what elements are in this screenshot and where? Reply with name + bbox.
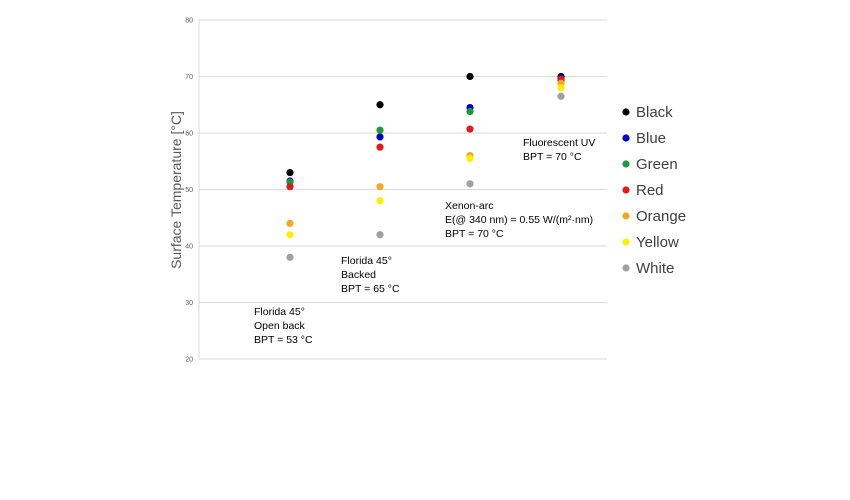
point-white-4 xyxy=(557,92,565,100)
legend-label-white: White xyxy=(636,260,674,277)
point-black-3 xyxy=(466,72,474,81)
point-yellow-3 xyxy=(466,154,474,163)
legend-marker-white xyxy=(622,264,630,272)
category-annotations: Florida 45° Open back BPT = 53 °C Florida 4… xyxy=(254,137,595,346)
y-tick-label-30: 30 xyxy=(185,300,193,307)
point-blue-2 xyxy=(376,133,384,141)
legend-label-red: Red xyxy=(636,182,664,199)
legend: Black Blue Green Red Orange Yellow White xyxy=(622,104,686,277)
point-orange-2 xyxy=(376,183,384,191)
y-tick-label-80: 80 xyxy=(185,18,193,25)
annotation-1-line-1: Florida 45° xyxy=(254,306,305,318)
point-yellow-1 xyxy=(286,231,294,239)
legend-label-yellow: Yellow xyxy=(636,234,679,251)
legend-marker-orange xyxy=(622,212,630,220)
point-red-3 xyxy=(466,125,474,133)
legend-marker-red xyxy=(622,186,630,194)
annotation-2-line-2: Backed xyxy=(341,269,376,281)
y-tick-label-70: 70 xyxy=(185,74,193,81)
legend-marker-green xyxy=(622,160,630,168)
legend-item-red: Red xyxy=(622,182,664,199)
annotation-2-line-3: BPT = 65 °C xyxy=(341,283,400,295)
annotation-1-line-3: BPT = 53 °C xyxy=(254,334,313,346)
y-tick-label-50: 50 xyxy=(185,187,193,194)
legend-label-green: Green xyxy=(636,156,678,173)
gridlines xyxy=(198,19,607,360)
annotation-2-line-1: Florida 45° xyxy=(341,255,392,267)
annotation-3-line-3: BPT = 70 °C xyxy=(445,228,504,240)
point-white-2 xyxy=(376,231,384,239)
legend-item-white: White xyxy=(622,260,674,277)
point-yellow-2 xyxy=(376,197,384,205)
annotation-4-line-1: Fluorescent UV xyxy=(523,137,595,149)
point-red-2 xyxy=(376,143,384,151)
legend-label-orange: Orange xyxy=(636,208,686,225)
legend-item-green: Green xyxy=(622,156,678,173)
legend-marker-black xyxy=(622,108,630,116)
annotation-3-line-2: E(@ 340 nm) = 0.55 W/(m²·nm) xyxy=(445,214,593,226)
legend-item-yellow: Yellow xyxy=(622,234,679,251)
data-points xyxy=(286,72,565,261)
point-black-2 xyxy=(376,101,384,109)
y-axis-label: Surface Temperature [°C] xyxy=(168,111,184,269)
point-white-1 xyxy=(286,253,294,261)
legend-item-orange: Orange xyxy=(622,208,686,225)
legend-label-blue: Blue xyxy=(636,130,666,147)
legend-item-black: Black xyxy=(622,104,673,121)
y-tick-label-60: 60 xyxy=(185,131,193,138)
point-black-1 xyxy=(286,168,294,177)
point-yellow-4 xyxy=(557,84,565,92)
legend-item-blue: Blue xyxy=(622,130,666,147)
y-tick-label-20: 20 xyxy=(185,357,193,364)
legend-marker-blue xyxy=(622,134,630,142)
annotation-3-line-1: Xenon-arc xyxy=(445,200,493,212)
point-orange-1 xyxy=(286,219,294,227)
legend-marker-yellow xyxy=(622,238,630,246)
point-green-2 xyxy=(376,126,384,134)
y-tick-label-40: 40 xyxy=(185,244,193,251)
y-axis-ticks: 20 30 40 50 60 70 80 xyxy=(185,18,193,364)
point-white-3 xyxy=(466,180,474,188)
point-green-3 xyxy=(466,107,474,116)
point-red-1 xyxy=(286,183,294,191)
annotation-4-line-2: BPT = 70 °C xyxy=(523,151,582,163)
legend-label-black: Black xyxy=(636,104,673,121)
annotation-1-line-2: Open back xyxy=(254,320,306,332)
